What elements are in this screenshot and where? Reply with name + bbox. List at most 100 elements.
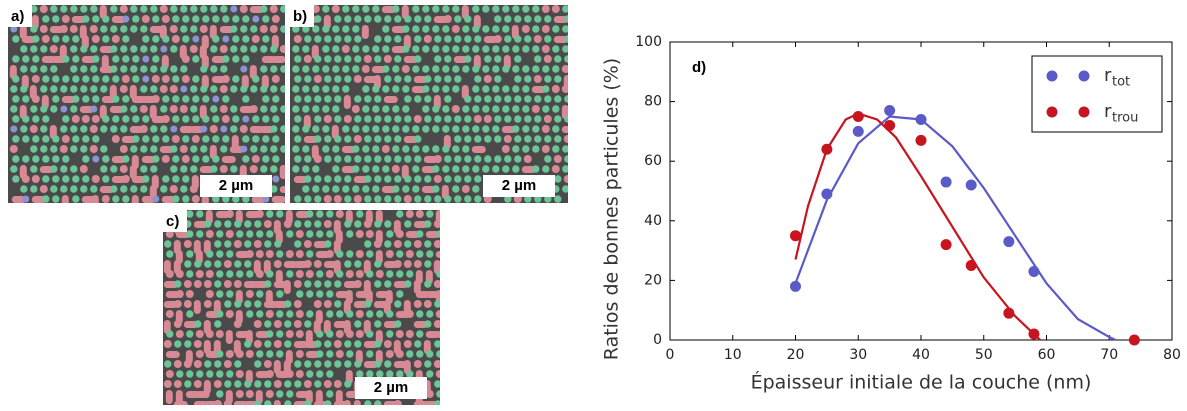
dot <box>423 300 432 308</box>
dot <box>392 145 400 153</box>
legend-subscript: tot <box>1112 75 1130 90</box>
dot <box>216 290 224 298</box>
dot <box>374 175 382 183</box>
dot <box>552 105 560 113</box>
dot <box>405 250 414 258</box>
dot <box>394 300 402 308</box>
dot <box>302 125 310 133</box>
dot <box>195 270 204 278</box>
dot <box>324 95 332 103</box>
dot <box>355 330 364 338</box>
x-tick-label: 20 <box>787 347 805 363</box>
dot <box>524 95 532 103</box>
dot <box>271 75 280 83</box>
dot <box>554 115 562 123</box>
dot <box>22 195 30 203</box>
dot <box>492 85 500 93</box>
dot <box>245 390 254 398</box>
rod <box>141 196 156 203</box>
dot <box>324 155 332 163</box>
dot <box>326 290 334 298</box>
dot <box>404 220 412 228</box>
dot <box>494 55 502 63</box>
dot <box>140 185 148 193</box>
dot <box>270 85 278 93</box>
dot <box>273 320 282 328</box>
dot <box>344 380 352 388</box>
dot <box>365 230 374 238</box>
dot <box>332 65 340 73</box>
dot <box>454 155 462 163</box>
dot <box>171 35 180 43</box>
dot <box>70 85 78 93</box>
dot <box>292 105 300 113</box>
dot <box>10 85 18 93</box>
dot <box>246 310 254 318</box>
dot <box>152 135 160 143</box>
scale-bar-label: 2 µm <box>374 379 409 396</box>
dot <box>422 145 430 153</box>
dot <box>434 380 440 388</box>
dot <box>192 15 200 23</box>
dot <box>312 25 320 33</box>
dot <box>336 250 344 258</box>
dot <box>334 35 342 43</box>
dot <box>344 195 352 203</box>
dot <box>512 125 520 133</box>
dot <box>40 125 48 133</box>
dot <box>60 125 68 133</box>
dot <box>272 115 280 123</box>
rod <box>259 126 274 133</box>
dot <box>394 135 402 143</box>
dot <box>436 390 440 398</box>
dot <box>404 95 412 103</box>
dot <box>405 310 414 318</box>
dot <box>140 65 148 73</box>
dot <box>164 240 172 248</box>
dot <box>562 45 568 53</box>
dot <box>194 320 202 328</box>
dot <box>512 165 520 173</box>
dot <box>285 250 294 258</box>
legend-subscript: trou <box>1112 111 1138 126</box>
dot <box>494 155 502 163</box>
dot <box>253 240 262 248</box>
rod <box>391 46 406 53</box>
dot <box>324 400 332 405</box>
micrograph: a) 2 µm <box>8 5 285 203</box>
dot <box>334 280 342 288</box>
rod <box>131 195 139 203</box>
dot <box>362 145 370 153</box>
legend-marker <box>1046 70 1058 82</box>
dot <box>260 165 268 173</box>
dot <box>260 145 268 153</box>
dot <box>542 65 550 73</box>
dot <box>162 95 170 103</box>
dot <box>524 135 532 143</box>
dot <box>280 5 285 13</box>
dot <box>170 165 178 173</box>
micrographs: a) 2 µm b) 2 µm c) 2 µm <box>8 5 568 405</box>
dot <box>442 25 450 33</box>
dot <box>551 5 560 13</box>
dot <box>342 5 350 13</box>
dot <box>352 185 360 193</box>
dot <box>242 15 250 23</box>
dot <box>40 65 48 73</box>
dot <box>162 35 170 43</box>
dot <box>254 220 262 228</box>
dot <box>101 195 110 203</box>
dot <box>219 45 228 53</box>
dot <box>252 115 260 123</box>
dot <box>242 35 250 43</box>
dot <box>284 320 292 328</box>
dot <box>564 15 568 23</box>
dot <box>225 210 234 218</box>
dot <box>102 175 110 183</box>
dot <box>224 220 232 228</box>
dot <box>160 185 168 193</box>
y-tick-label: 40 <box>644 213 662 229</box>
dot <box>292 45 300 53</box>
dot <box>492 45 500 53</box>
dot <box>60 85 68 93</box>
